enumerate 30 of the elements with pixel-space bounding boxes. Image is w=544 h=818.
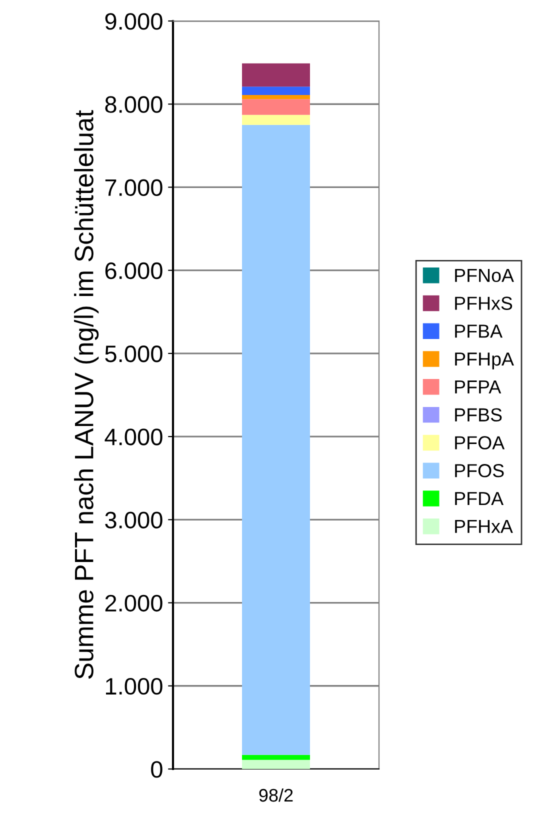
bar <box>242 754 310 760</box>
y-tick-label: 8.000 <box>105 96 162 113</box>
y-tick-label: 2.000 <box>105 594 162 612</box>
y-tick-label: 9.000 <box>105 13 162 30</box>
legend-label: PFDA <box>455 492 504 505</box>
y-tick-label: 4.000 <box>104 428 162 446</box>
y-axis-title: Summe PFT nach LANUV (ng/l) im Schütteleluat <box>74 110 99 679</box>
legend-label: PFBS <box>455 408 502 422</box>
bar <box>242 114 310 125</box>
bar <box>242 86 310 95</box>
y-tick-label: 6.000 <box>105 262 162 280</box>
bar <box>242 124 310 755</box>
bar <box>242 760 310 769</box>
bar <box>242 99 310 115</box>
legend-label: PFOA <box>455 436 505 450</box>
y-tick-label: 7.000 <box>105 179 162 196</box>
legend-label: PFHxS <box>455 296 512 310</box>
bar <box>242 63 310 87</box>
legend-label: PFPA <box>455 380 502 394</box>
legend-label: PFBA <box>455 324 503 338</box>
bar <box>242 94 310 100</box>
x-tick-label: 98/2 <box>259 788 293 802</box>
y-tick-label: 1.000 <box>106 678 162 695</box>
legend-label: PFHxA <box>455 520 513 533</box>
y-tick-label: 3.000 <box>105 512 162 528</box>
legend-label: PFOS <box>455 464 504 478</box>
y-tick-label: 0 <box>151 761 162 778</box>
legend-label: PFNoA <box>455 268 514 282</box>
y-tick-label: 5.000 <box>105 346 162 362</box>
legend-label: PFHpA <box>455 352 514 370</box>
